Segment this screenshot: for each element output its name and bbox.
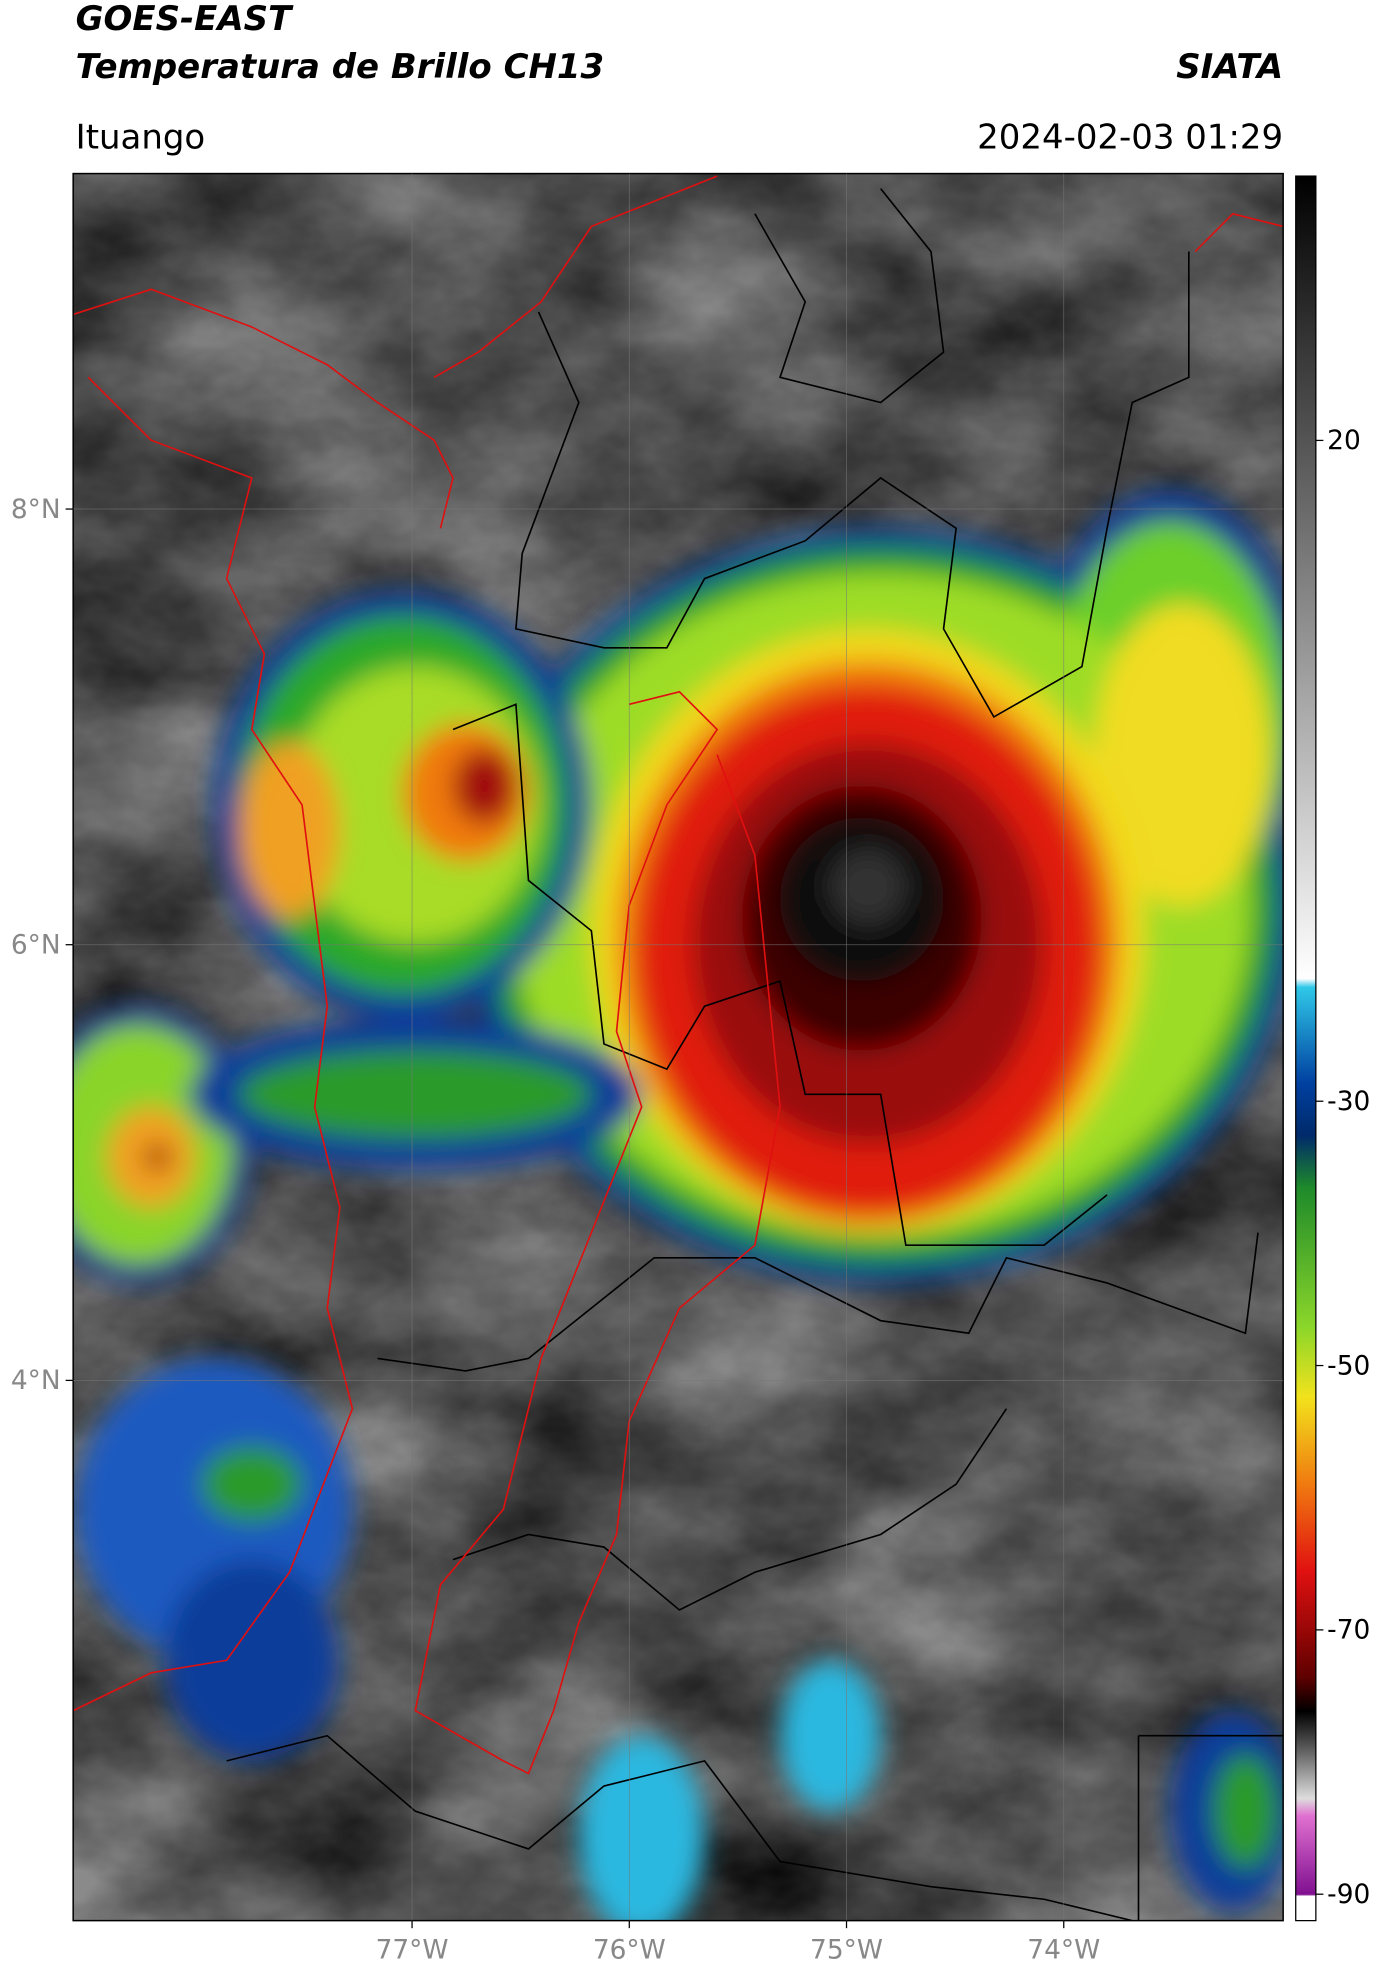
colorbar <box>1295 175 1317 1922</box>
colorbar-tick-label: -70 <box>1327 1615 1370 1646</box>
lat-tick-label: 4°N <box>11 1365 61 1396</box>
lon-tick-label: 76°W <box>593 1934 666 1965</box>
lon-tick-label: 77°W <box>376 1934 449 1965</box>
colorbar-tick-label: -90 <box>1327 1879 1370 1910</box>
lon-tick-label: 74°W <box>1027 1934 1100 1965</box>
lat-tick-label: 8°N <box>11 494 61 525</box>
country-borders <box>73 175 1284 1775</box>
subtitle: Temperatura de Brillo CH13 <box>76 47 604 87</box>
satellite-image <box>73 173 1284 1921</box>
colorbar-tick-label: -30 <box>1327 1086 1370 1117</box>
lon-tick-label: 75°W <box>810 1934 883 1965</box>
source: SIATA <box>1176 47 1283 87</box>
datetime: 2024-02-03 01:29 <box>977 117 1283 157</box>
colorbar-tick-label: -50 <box>1327 1350 1370 1381</box>
title: GOES-EAST <box>76 0 294 39</box>
location: Ituango <box>76 117 206 157</box>
admin-borders <box>226 188 1284 1921</box>
map-frame <box>72 172 1284 1922</box>
colorbar-tick-label: 20 <box>1327 425 1361 456</box>
lat-tick-label: 6°N <box>11 930 61 961</box>
